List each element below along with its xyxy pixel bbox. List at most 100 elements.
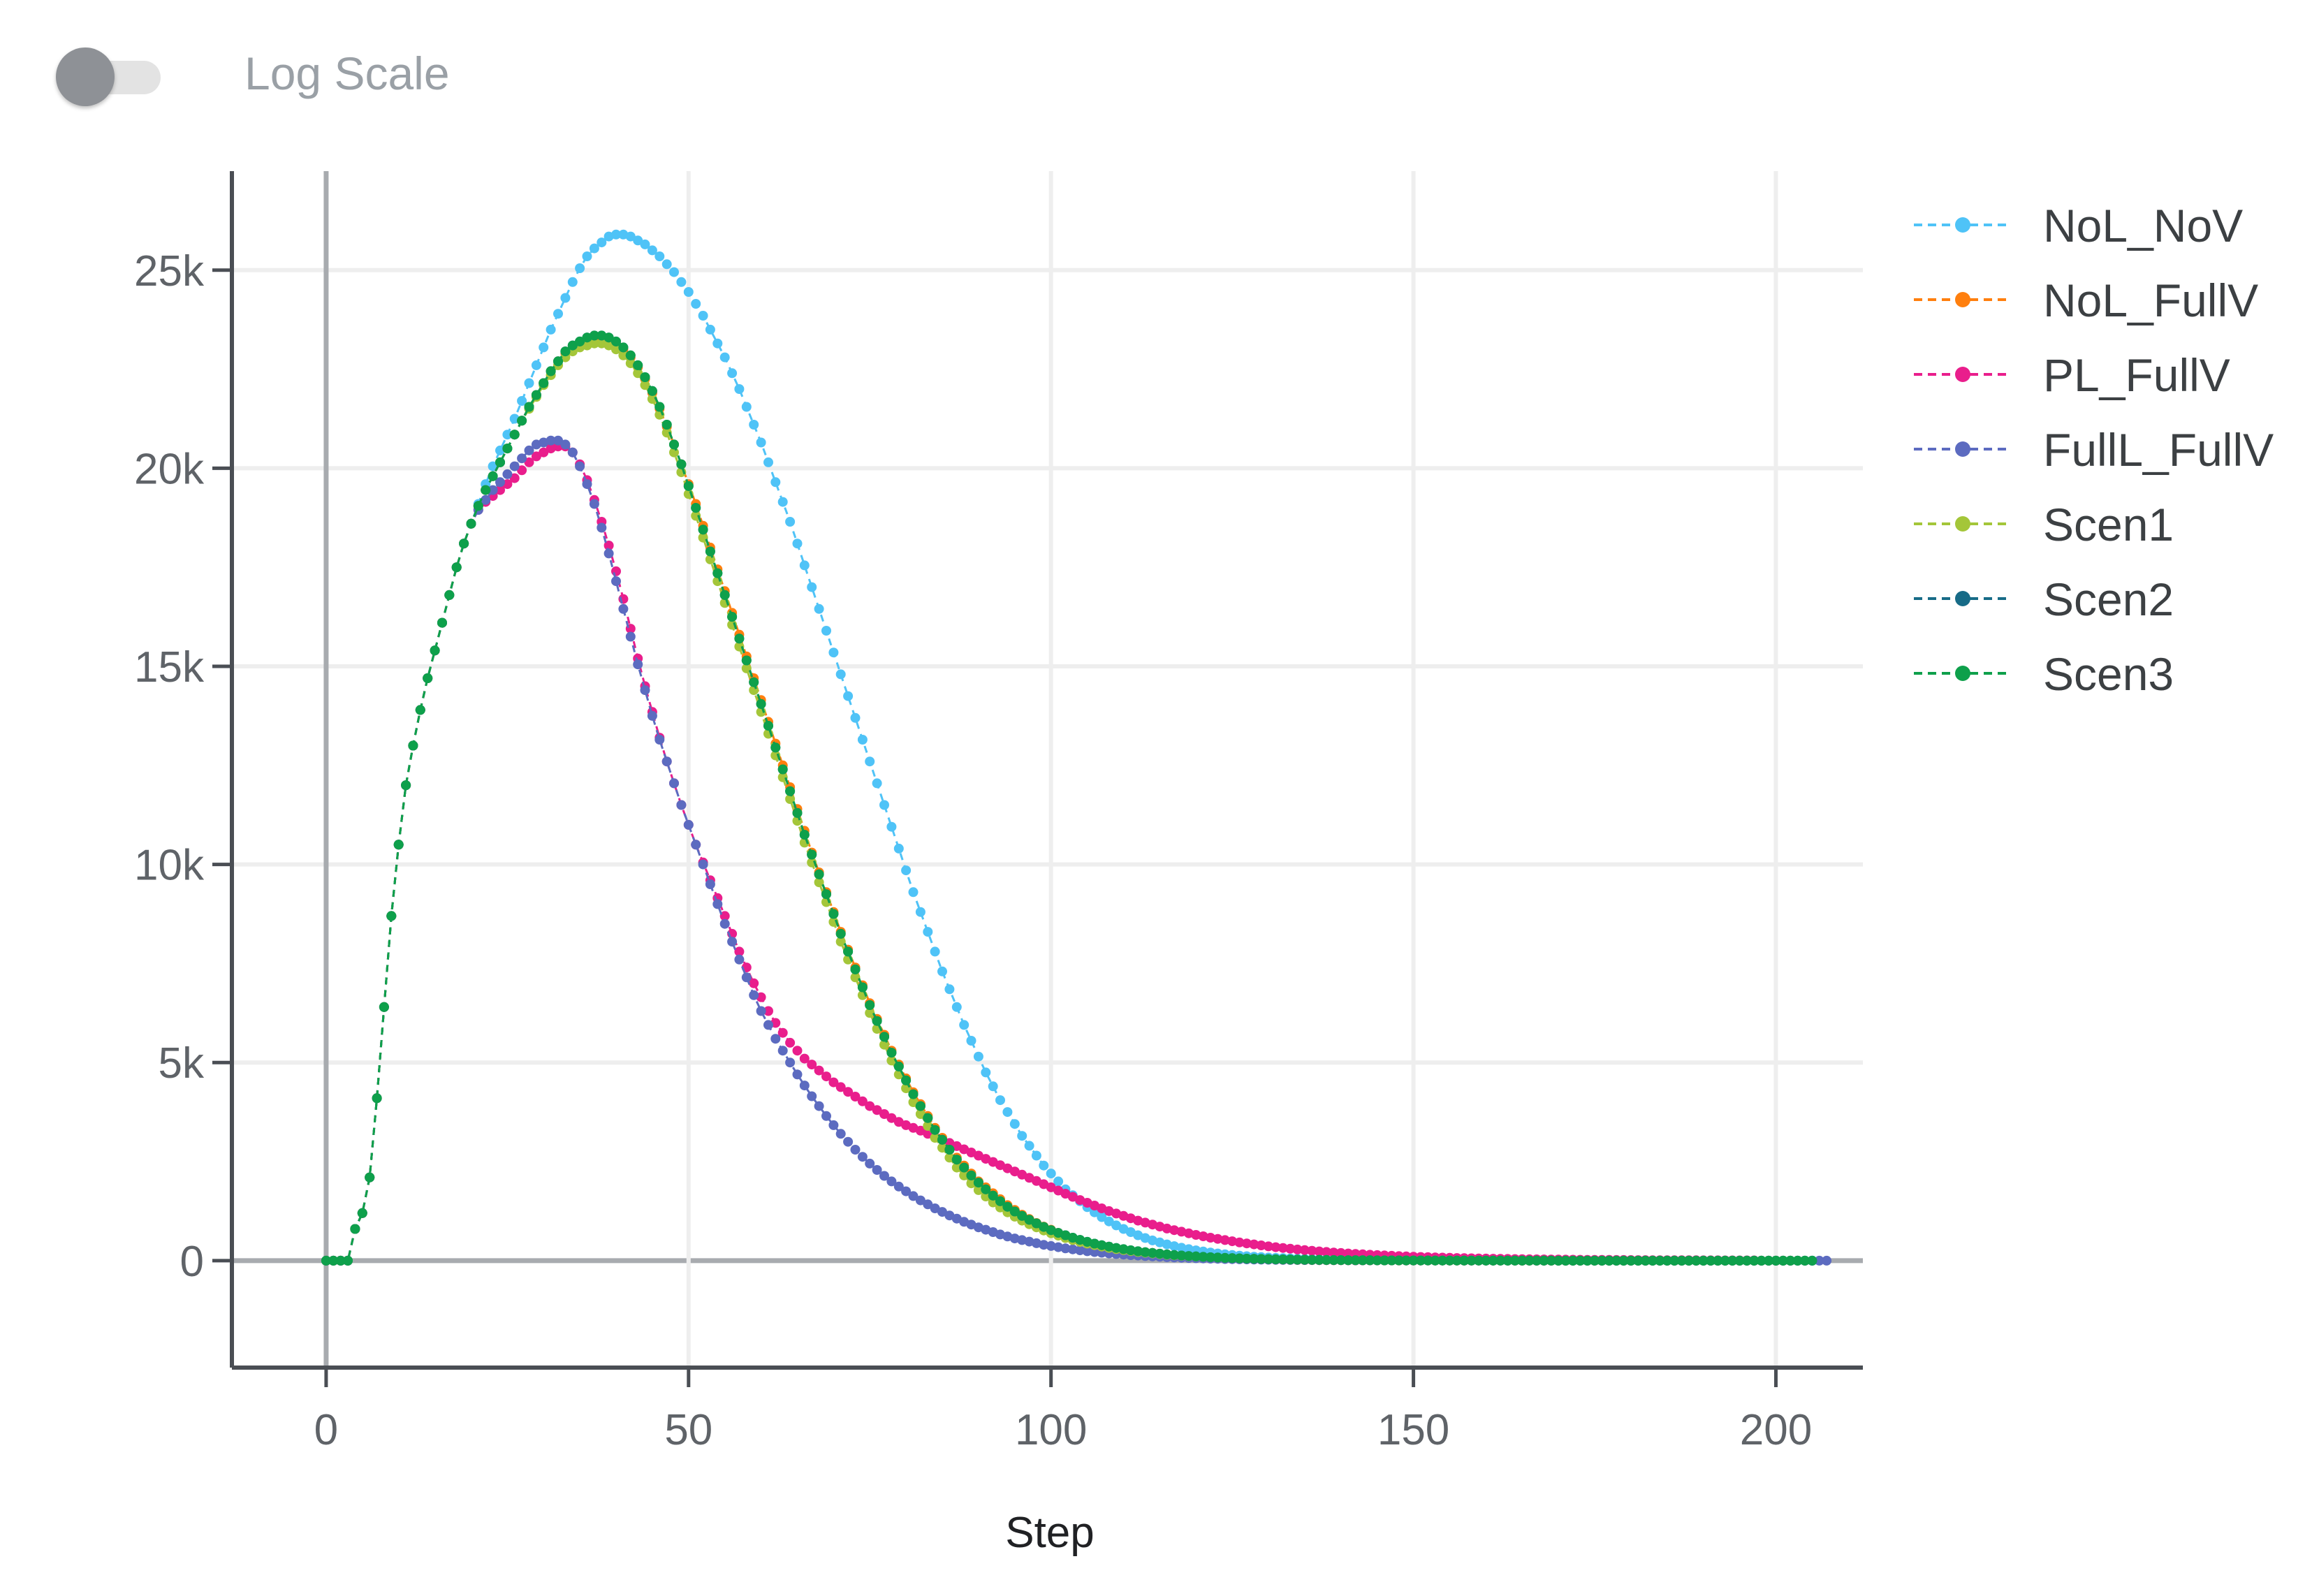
data-point [1329,1255,1339,1265]
data-point [567,277,578,287]
data-point [567,340,578,351]
data-point [865,1158,875,1169]
log-scale-toggle[interactable] [56,42,161,106]
data-point [777,1046,788,1056]
data-point [981,1067,991,1078]
data-point [517,453,527,464]
data-point [1241,1254,1252,1264]
data-point [923,1113,933,1123]
data-point [843,1087,854,1097]
data-point [589,499,599,509]
data-point [727,937,738,947]
data-point [1046,1240,1056,1251]
data-point [589,330,599,341]
series-NoL_FullV [321,332,1796,1266]
legend-swatch-marker [1955,292,1970,307]
data-point [611,229,621,240]
data-point [872,778,882,789]
data-point [1524,1255,1535,1266]
data-point [1785,1255,1796,1266]
data-point [488,485,498,495]
data-point [850,964,861,974]
data-point [988,1197,998,1208]
data-point [843,691,854,701]
data-point [814,1065,824,1076]
data-point [1031,1150,1041,1161]
data-point [539,342,549,353]
data-point [509,461,520,471]
data-point [879,800,889,810]
legend-label: Scen1 [2043,499,2174,550]
data-point [372,1093,382,1104]
series-Scen1 [321,338,1810,1266]
data-point [459,539,469,549]
legend-item: FullL_FullV [1914,424,2274,476]
data-point [1343,1255,1354,1266]
data-point [603,541,614,550]
data-point [1706,1255,1716,1266]
data-point [821,1111,831,1121]
data-point [872,1165,882,1175]
data-point [1393,1255,1404,1266]
data-point [524,457,534,467]
data-point [1183,1244,1194,1254]
x-tick-label: 200 [1740,1406,1812,1454]
data-point [1683,1255,1694,1266]
data-point [1053,1176,1064,1187]
data-point [756,698,766,709]
data-point [865,1101,875,1111]
data-point [589,338,599,349]
data-point [1162,1249,1172,1259]
data-point [988,1190,998,1201]
series-line [325,445,1755,1262]
data-point [509,430,520,440]
data-point [1350,1255,1361,1266]
data-point [691,299,701,309]
data-point [625,231,636,242]
data-point [669,778,679,789]
data-point [1365,1255,1375,1266]
data-point [886,1055,897,1066]
series-Scen3 [321,330,1817,1266]
data-point [524,378,534,388]
data-point [488,461,498,471]
tick-labels: 0 5k 10k 15k 20k 25k 0 50 100 150 200 [134,247,1812,1454]
data-point [951,1002,962,1012]
data-point [1669,1255,1680,1266]
data-point [1111,1220,1122,1231]
data-point [995,1095,1005,1106]
data-point [495,485,505,495]
data-point [807,849,817,860]
data-point [719,590,730,600]
data-point [719,918,730,929]
data-point [1567,1255,1578,1266]
data-point [893,1181,904,1192]
data-point [988,1081,998,1092]
data-point [1532,1255,1542,1266]
data-point [1067,1244,1078,1254]
data-point [481,495,491,505]
data-point [908,1097,919,1107]
legend-item: NoL_FullV [1914,274,2258,326]
data-point [1691,1255,1702,1266]
data-point [1771,1255,1781,1266]
data-point [770,1034,781,1044]
data-point [582,479,592,490]
data-point [633,235,643,246]
data-point [1176,1227,1187,1237]
data-point [1176,1243,1187,1253]
data-point [546,324,556,335]
data-point [901,1075,912,1085]
data-point [886,1048,897,1058]
data-point [1604,1255,1614,1266]
data-point [676,800,687,810]
data-point [1002,1201,1013,1212]
data-point [437,617,447,628]
data-point [741,402,752,412]
data-point [698,525,708,535]
data-point [734,954,745,965]
data-point [539,447,549,457]
series-line [325,336,1791,1262]
data-point [1133,1246,1143,1257]
data-point [915,1109,925,1119]
